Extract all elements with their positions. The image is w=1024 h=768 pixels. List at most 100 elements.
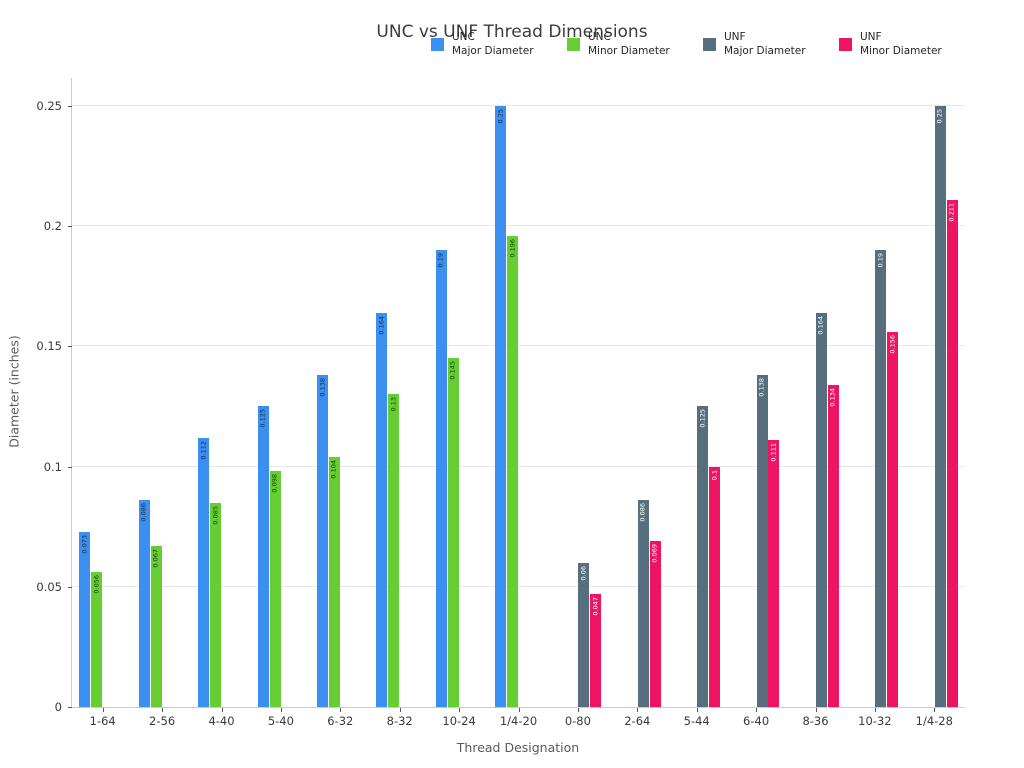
plot-area: 0.073 0.056 0.086 0.067 0.112 0.085 0.125 0.098… <box>72 78 965 707</box>
bar-value-label: 0.056 <box>92 575 101 594</box>
x-tick-label: 8-32 <box>386 714 413 728</box>
bar-value-label: 0.125 <box>698 409 707 428</box>
x-tick-label: 10-24 <box>442 714 476 728</box>
y-tick-mark <box>68 346 72 347</box>
x-tick-label: 2-56 <box>149 714 176 728</box>
x-tick-mark <box>459 708 461 712</box>
legend-label-line: Minor Diameter <box>588 45 670 57</box>
legend-label-line: Major Diameter <box>724 45 806 57</box>
bar-value-label: 0.19 <box>876 253 885 268</box>
bar-value-label: 0.104 <box>329 460 338 479</box>
x-tick-label: 1/4-28 <box>915 714 953 728</box>
y-tick-label: 0.15 <box>36 339 62 353</box>
x-tick-mark <box>340 708 342 712</box>
x-tick-mark <box>162 708 164 712</box>
bar-value-label: 0.164 <box>816 316 825 335</box>
bar-unc-major-diameter: 0.138 <box>317 375 328 707</box>
bar-value-label: 0.164 <box>377 316 386 335</box>
y-axis-spine <box>71 78 72 707</box>
grid-line <box>72 225 965 226</box>
y-tick-label: 0 <box>54 700 62 714</box>
bar-unc-major-diameter: 0.164 <box>376 313 388 707</box>
x-tick-mark <box>577 708 579 712</box>
legend-label: UNC Major Diameter <box>452 30 534 58</box>
legend: UNC Major Diameter UNC Minor Diameter UNF Maj… <box>0 27 1024 63</box>
bar-value-label: 0.19 <box>436 253 445 268</box>
x-tick-mark <box>399 708 401 712</box>
x-tick-label: 8-36 <box>802 714 829 728</box>
legend-entry-unc-major-diameter: UNC Major Diameter <box>431 27 534 61</box>
chart-title: UNC vs UNF Thread Dimensions <box>376 22 648 42</box>
x-tick-mark <box>518 708 520 712</box>
bar-value-label: 0.073 <box>80 535 89 554</box>
bar-unf-major-diameter: 0.138 <box>756 375 768 707</box>
bar-unf-major-diameter: 0.086 <box>637 500 649 707</box>
bar-value-label: 0.25 <box>496 109 505 124</box>
x-tick-label: 2-64 <box>624 714 651 728</box>
bar-unf-minor-diameter: 0.111 <box>768 440 780 707</box>
legend-swatch-icon <box>567 37 580 51</box>
grid-line <box>72 105 965 106</box>
bar-unc-minor-diameter: 0.196 <box>507 236 519 707</box>
x-tick-label: 10-32 <box>858 714 892 728</box>
bar-value-label: 0.25 <box>935 109 944 124</box>
y-tick-mark <box>68 226 72 227</box>
bar-value-label: 0.145 <box>448 361 457 380</box>
bar-unc-major-diameter: 0.112 <box>198 438 210 707</box>
bar-unf-minor-diameter: 0.134 <box>827 385 839 707</box>
bar-value-label: 0.111 <box>769 443 778 462</box>
x-tick-mark <box>756 708 758 712</box>
bar-unf-major-diameter: 0.125 <box>697 406 709 707</box>
bar-unf-minor-diameter: 0.156 <box>887 332 899 707</box>
legend-label-line: UNF <box>860 31 882 43</box>
legend-swatch-icon <box>839 37 852 51</box>
grid-line <box>72 586 965 587</box>
grid-line <box>72 466 965 467</box>
bar-value-label: 0.047 <box>591 597 600 616</box>
bar-unc-minor-diameter: 0.145 <box>447 358 459 707</box>
legend-label: UNC Minor Diameter <box>588 30 670 58</box>
legend-label-line: Major Diameter <box>452 45 534 57</box>
bar-value-label: 0.196 <box>508 239 517 258</box>
x-tick-label: 1-64 <box>89 714 116 728</box>
y-tick-mark <box>68 707 72 708</box>
bar-unc-minor-diameter: 0.13 <box>388 394 400 707</box>
y-tick-mark <box>68 106 72 107</box>
x-tick-mark <box>696 708 698 712</box>
bar-unf-major-diameter: 0.19 <box>875 250 887 707</box>
x-axis-label: Thread Designation <box>456 740 580 755</box>
x-tick-label: 6-40 <box>743 714 770 728</box>
legend-entry-unf-minor-diameter: UNF Minor Diameter <box>839 27 942 61</box>
bar-value-label: 0.138 <box>757 378 766 397</box>
x-tick-label: 6-32 <box>327 714 354 728</box>
legend-label-line: UNC <box>588 31 611 43</box>
bar-unf-minor-diameter: 0.1 <box>709 467 720 707</box>
legend-label: UNF Major Diameter <box>724 30 806 58</box>
bar-value-label: 0.086 <box>638 503 647 522</box>
bar-value-label: 0.069 <box>650 544 659 563</box>
bar-unc-minor-diameter: 0.098 <box>269 471 281 707</box>
bar-unc-minor-diameter: 0.104 <box>328 457 340 707</box>
x-tick-mark <box>221 708 223 712</box>
legend-swatch-icon <box>431 37 444 51</box>
bar-unf-minor-diameter: 0.211 <box>946 200 958 707</box>
legend-entry-unf-major-diameter: UNF Major Diameter <box>703 27 806 61</box>
bar-unc-major-diameter: 0.073 <box>79 532 91 707</box>
bar-value-label: 0.13 <box>389 397 398 412</box>
y-tick-mark <box>68 587 72 588</box>
bar-value-label: 0.086 <box>139 503 148 522</box>
x-tick-label: 1/4-20 <box>499 714 538 728</box>
bar-value-label: 0.112 <box>199 441 208 460</box>
bar-unf-minor-diameter: 0.047 <box>590 594 602 707</box>
legend-swatch-icon <box>703 37 716 51</box>
y-tick-label: 0.2 <box>43 219 62 233</box>
x-tick-mark <box>637 708 639 712</box>
x-axis-spine <box>72 707 965 708</box>
bar-unf-minor-diameter: 0.069 <box>649 541 661 707</box>
bar-unf-major-diameter: 0.06 <box>578 563 590 707</box>
bar-unc-major-diameter: 0.125 <box>257 406 269 707</box>
x-tick-mark <box>874 708 876 712</box>
bar-unf-major-diameter: 0.25 <box>934 106 946 707</box>
grid-line <box>72 345 965 346</box>
